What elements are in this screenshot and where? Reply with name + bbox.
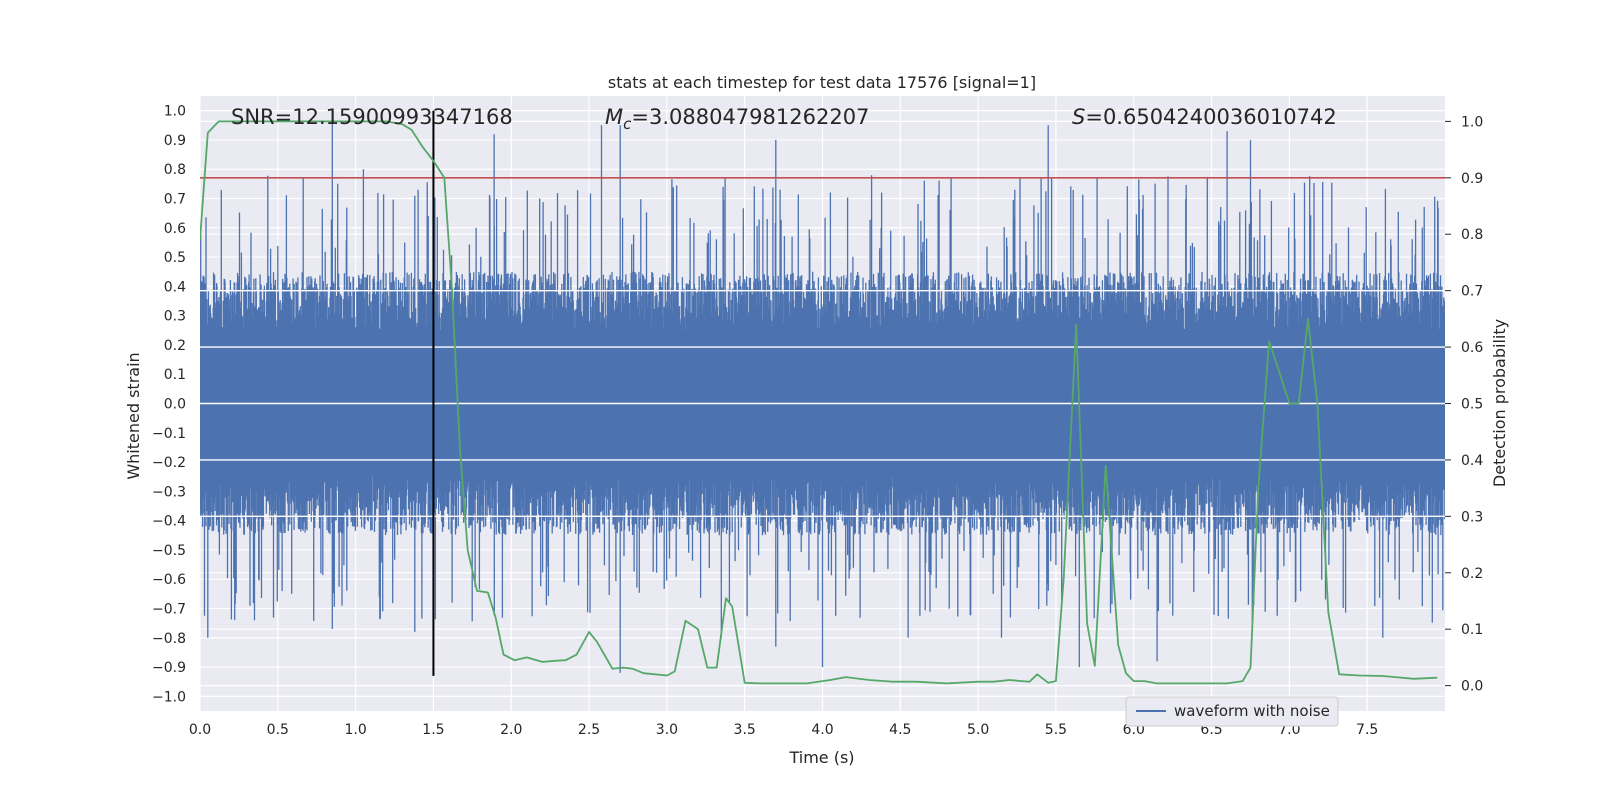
y-left-tick-label: 0.3 [164, 309, 186, 325]
y-left-tick-label: 0.4 [164, 279, 186, 295]
x-tick-label: 2.5 [578, 722, 600, 738]
y-right-tick-label: 0.5 [1461, 397, 1483, 413]
y-right-tick-label: 0.0 [1461, 679, 1483, 695]
x-tick-label: 1.0 [344, 722, 366, 738]
x-tick-label: 3.5 [734, 722, 756, 738]
y-left-tick-label: 0.1 [164, 367, 186, 383]
y-right-tick-labels: 1.0 0.9 0.8 0.7 0.6 0.5 0.4 0.3 0.2 0.1 0.0 [1445, 114, 1483, 695]
probability-series [200, 120, 1438, 685]
y-left-tick-label: −0.8 [152, 631, 186, 647]
y-left-tick-label: 0.6 [164, 221, 186, 237]
y-right-tick-label: 0.3 [1461, 509, 1483, 525]
y-left-tick-label: 0.5 [164, 250, 186, 266]
chirp-mass-annotation: Mc=3.088047981262207 [605, 105, 869, 133]
y-right-tick-label: 0.1 [1461, 622, 1483, 638]
x-tick-label: 4.0 [811, 722, 833, 738]
y-left-tick-label: 0.9 [164, 133, 186, 149]
mc-symbol: M [605, 105, 623, 129]
x-tick-label: 3.0 [656, 722, 678, 738]
x-tick-label: 5.0 [967, 722, 989, 738]
mc-subscript: c [623, 115, 632, 133]
y-right-tick-label: 0.8 [1461, 227, 1483, 243]
y-left-tick-label: −0.5 [152, 543, 186, 559]
y-right-tick-label: 0.4 [1461, 453, 1483, 469]
y-axis-label-right: Detection probability [1490, 319, 1509, 487]
y-left-tick-label: −1.0 [152, 689, 186, 705]
x-tick-label: 5.5 [1045, 722, 1067, 738]
y-left-tick-label: 0.7 [164, 192, 186, 208]
x-tick-label: 1.5 [422, 722, 444, 738]
y-right-tick-label: 0.7 [1461, 284, 1483, 300]
y-left-tick-label: 0.8 [164, 162, 186, 178]
y-left-tick-label: −0.1 [152, 426, 186, 442]
y-left-tick-label: −0.6 [152, 572, 186, 588]
x-tick-label: 2.0 [500, 722, 522, 738]
y-left-tick-label: −0.7 [152, 602, 186, 618]
y-left-tick-labels: 1.0 0.9 0.8 0.7 0.6 0.5 0.4 0.3 0.2 0.1 0.0 −0.1 −0.… [152, 104, 186, 706]
y-axis-label-left: Whitened strain [124, 352, 143, 479]
chart-title: stats at each timestep for test data 175… [608, 73, 1036, 92]
probability-line [200, 120, 1438, 685]
y-left-tick-label: −0.9 [152, 660, 186, 676]
s-value: =0.6504240036010742 [1085, 105, 1336, 129]
y-left-tick-label: −0.2 [152, 455, 186, 471]
y-left-tick-label: −0.3 [152, 484, 186, 500]
x-tick-label: 7.5 [1356, 722, 1378, 738]
x-axis-label: Time (s) [788, 748, 854, 767]
y-right-tick-label: 0.2 [1461, 566, 1483, 582]
x-tick-label: 0.5 [267, 722, 289, 738]
mc-value: =3.088047981262207 [631, 105, 869, 129]
legend-box [1125, 696, 1339, 727]
y-left-tick-label: 0.2 [164, 338, 186, 354]
y-right-tick-label: 0.6 [1461, 340, 1483, 356]
waveform-series [200, 110, 1445, 673]
x-tick-label: 0.0 [189, 722, 211, 738]
y-left-tick-label: −0.4 [152, 514, 186, 530]
x-tick-label: 4.5 [889, 722, 911, 738]
legend-label: waveform with noise [1174, 702, 1330, 720]
legend: waveform with noise [1125, 696, 1339, 727]
y-left-tick-label: 1.0 [164, 104, 186, 120]
y-right-tick-label: 0.9 [1461, 171, 1483, 187]
y-right-tick-label: 1.0 [1461, 114, 1483, 130]
y-left-tick-label: 0.0 [164, 397, 186, 413]
snr-annotation: SNR=12.15900993347168 [231, 105, 513, 129]
s-symbol: S [1072, 105, 1085, 129]
score-annotation: S=0.6504240036010742 [1072, 105, 1337, 129]
